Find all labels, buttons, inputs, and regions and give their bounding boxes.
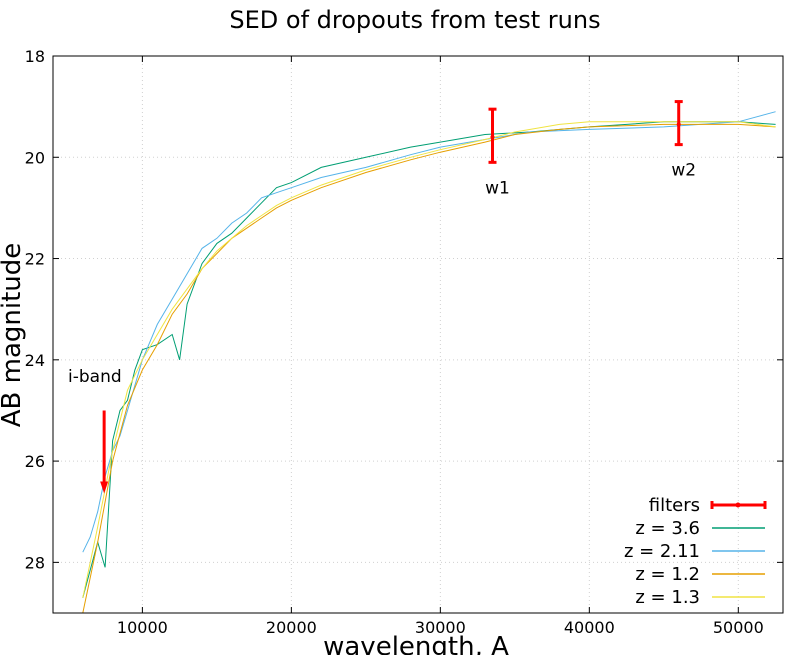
filter-point: [676, 122, 681, 127]
x-tick-label: 50000: [713, 618, 764, 637]
x-tick-label: 40000: [564, 618, 615, 637]
annotation-arrow-head: [100, 481, 109, 494]
chart-title: SED of dropouts from test runs: [229, 6, 600, 34]
legend-label: z = 3.6: [635, 518, 700, 539]
axis-ticks: 10000 20000 30000 40000 50000 18 20 22 24 26 28: [25, 47, 783, 637]
y-tick-label: 22: [25, 250, 45, 269]
series-line-0: [82, 121, 776, 598]
x-tick-label: 20000: [266, 618, 317, 637]
x-tick-label: 10000: [117, 618, 168, 637]
filter-label: w2: [671, 161, 696, 181]
y-axis-label: AB magnitude: [0, 243, 27, 428]
x-tick-label: 30000: [415, 618, 466, 637]
x-axis-label: wavelength, A: [323, 632, 509, 655]
annotation-label: i-band: [68, 367, 122, 387]
y-tick-label: 26: [25, 452, 45, 471]
y-tick-label: 20: [25, 148, 45, 167]
grid: [53, 55, 783, 613]
filters-layer: w1 w2: [485, 100, 696, 198]
legend-label: z = 1.2: [635, 564, 700, 585]
legend-label: z = 1.3: [635, 587, 700, 608]
series-line-3: [82, 121, 776, 598]
legend-swatch-point: [735, 502, 741, 508]
annotation-layer: i-band: [68, 367, 122, 494]
series-layer: [82, 111, 776, 613]
legend-label: z = 2.11: [624, 541, 700, 562]
series-line-2: [82, 123, 776, 613]
y-tick-label: 18: [25, 47, 45, 66]
legend-label: filters: [649, 495, 700, 516]
plot-frame: [52, 55, 784, 614]
y-tick-label: 28: [25, 553, 45, 572]
filter-label: w1: [485, 178, 510, 198]
y-tick-label: 24: [25, 351, 45, 370]
filter-point: [490, 135, 495, 140]
series-line-1: [82, 111, 776, 553]
